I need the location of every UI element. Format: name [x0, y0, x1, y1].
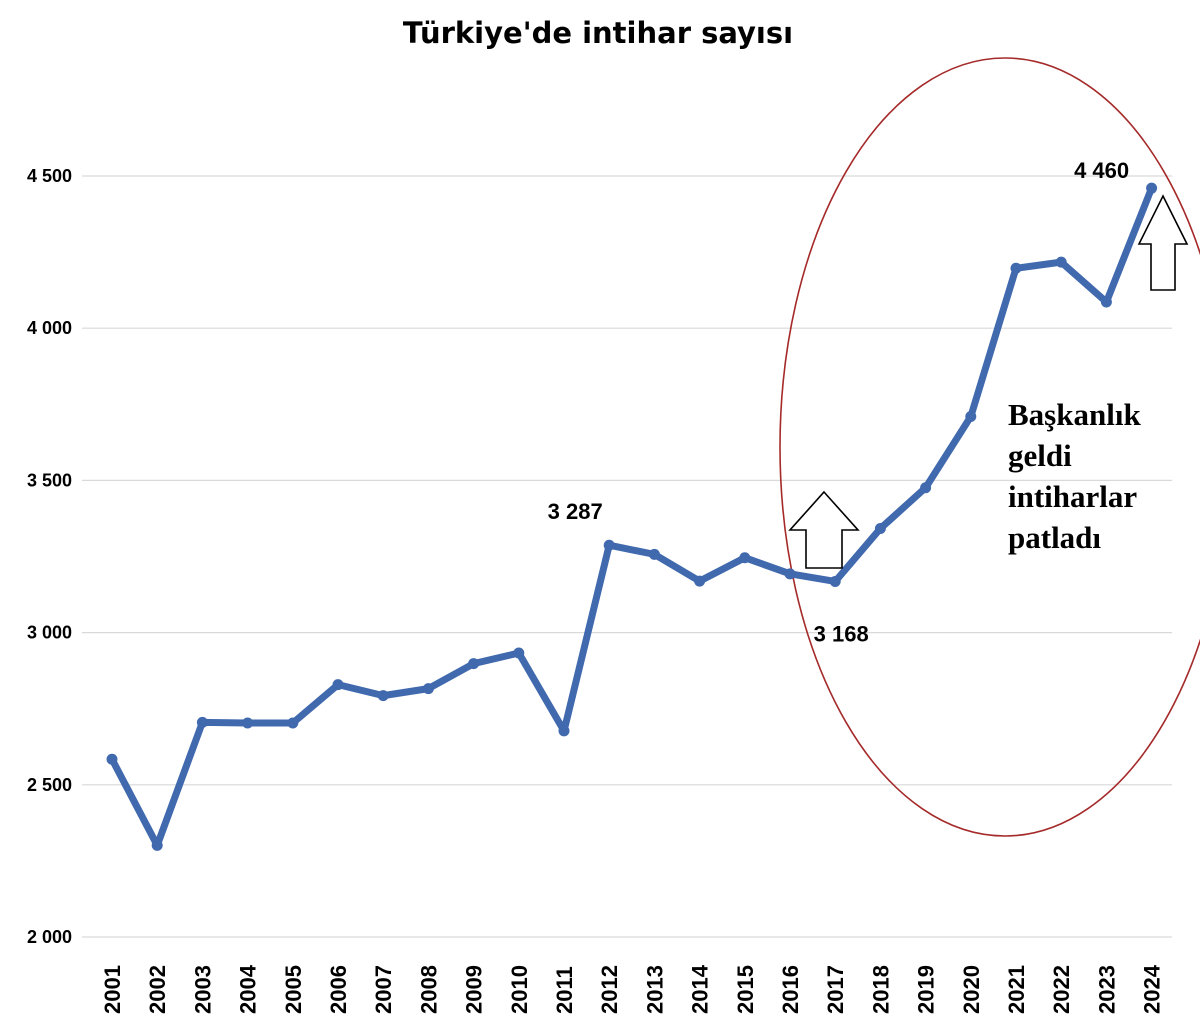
data-point — [603, 539, 615, 551]
data-label: 4 460 — [1074, 158, 1129, 183]
x-tick-label: 2018 — [868, 965, 893, 1014]
annotation-line: patladı — [1008, 520, 1101, 555]
x-tick-label: 2003 — [190, 965, 215, 1014]
highlight-ellipse — [779, 57, 1200, 837]
x-tick-label: 2010 — [507, 965, 532, 1014]
y-tick-label: 3 500 — [27, 470, 72, 490]
data-point — [1055, 256, 1067, 268]
x-tick-label: 2008 — [416, 965, 441, 1014]
data-point — [422, 683, 434, 695]
x-tick-label: 2005 — [281, 965, 306, 1014]
x-tick-label: 2020 — [959, 965, 984, 1014]
up-arrow-icon — [788, 490, 860, 569]
x-tick-label: 2001 — [100, 965, 125, 1014]
data-point — [1100, 296, 1112, 308]
x-tick-label: 2002 — [145, 965, 170, 1014]
data-labels-group: 3 287 3 168 4 460 — [548, 158, 1129, 646]
data-point — [784, 568, 796, 580]
y-tick-label: 2 500 — [27, 775, 72, 795]
data-point — [558, 725, 570, 737]
x-tick-label: 2009 — [462, 965, 487, 1014]
x-axis-ticks: 2001 2002 2003 2004 2005 2006 2007 2008 2009 2010… — [100, 964, 1165, 1014]
data-point — [287, 717, 299, 729]
x-tick-label: 2014 — [688, 964, 713, 1014]
x-tick-label: 2007 — [371, 965, 396, 1014]
x-tick-label: 2013 — [642, 965, 667, 1014]
data-point — [196, 716, 208, 728]
data-point — [332, 679, 344, 691]
data-point — [920, 482, 932, 494]
y-tick-label: 2 000 — [27, 927, 72, 947]
x-tick-label: 2015 — [733, 965, 758, 1014]
series-group — [106, 182, 1158, 851]
x-tick-label: 2023 — [1094, 965, 1119, 1014]
data-point — [874, 522, 886, 534]
x-tick-label: 2022 — [1049, 965, 1074, 1014]
y-axis-ticks: 2 000 2 500 3 000 3 500 4 000 4 500 — [27, 166, 72, 947]
y-tick-label: 3 000 — [27, 623, 72, 643]
x-tick-label: 2021 — [1004, 965, 1029, 1014]
data-point — [1010, 262, 1022, 274]
data-point — [965, 410, 977, 422]
y-tick-label: 4 500 — [27, 166, 72, 186]
x-tick-label: 2017 — [823, 965, 848, 1014]
data-label: 3 287 — [548, 499, 603, 524]
annotation-line: geldi — [1008, 438, 1072, 473]
x-tick-label: 2012 — [597, 965, 622, 1014]
x-tick-label: 2004 — [236, 964, 261, 1014]
data-point — [106, 753, 118, 765]
data-point — [151, 839, 163, 851]
data-point — [829, 575, 841, 587]
annotation-line: intiharlar — [1008, 479, 1137, 514]
arrows-group — [788, 194, 1189, 569]
chart-title: Türkiye'de intihar sayısı — [403, 16, 793, 50]
gridlines — [82, 175, 1172, 938]
highlight-ellipse-group — [779, 57, 1200, 837]
x-tick-label: 2016 — [778, 965, 803, 1014]
up-arrow-icon — [1137, 194, 1189, 291]
x-tick-label: 2019 — [914, 965, 939, 1014]
data-point — [513, 647, 525, 659]
data-label: 3 168 — [814, 621, 869, 646]
data-point — [242, 717, 254, 729]
x-tick-label: 2024 — [1140, 964, 1165, 1014]
annotation-group: Başkanlık geldi intiharlar patladı — [1008, 397, 1141, 555]
x-tick-label: 2006 — [326, 965, 351, 1014]
data-point — [1146, 182, 1158, 194]
data-point — [468, 658, 480, 670]
y-tick-label: 4 000 — [27, 318, 72, 338]
annotation-line: Başkanlık — [1008, 397, 1141, 432]
data-point — [739, 552, 751, 564]
data-point — [377, 690, 389, 702]
series-line — [108, 184, 1156, 849]
data-point — [694, 575, 706, 587]
x-tick-label: 2011 — [552, 966, 577, 1014]
data-point — [648, 548, 660, 560]
